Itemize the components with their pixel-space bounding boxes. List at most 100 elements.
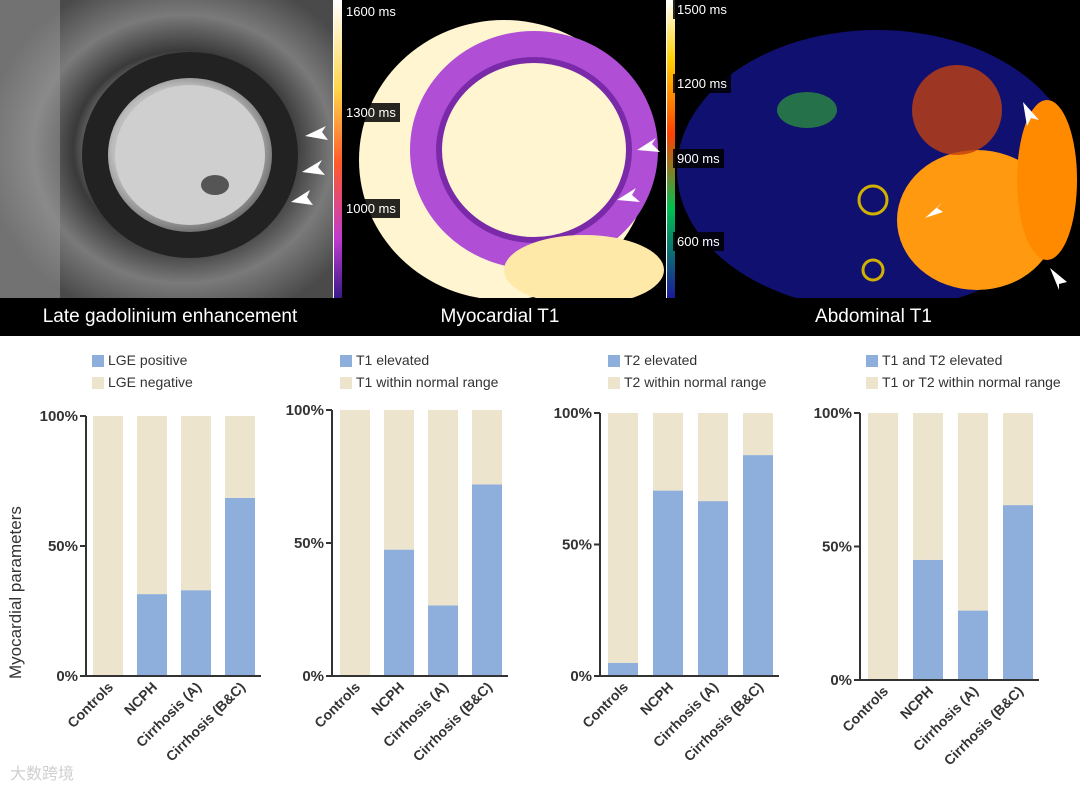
abdominal-t1-panel: 1500 ms 1200 ms 900 ms 600 ms xyxy=(667,0,1080,298)
bar-negative xyxy=(225,416,255,498)
arrow-icon xyxy=(925,202,943,218)
lge-mri-image xyxy=(0,0,333,298)
y-tick-label: 0% xyxy=(570,668,592,685)
bar-negative xyxy=(1003,413,1033,506)
bar-positive xyxy=(958,610,988,680)
abdominal-t1-map xyxy=(667,0,1080,298)
bar-negative xyxy=(913,413,943,560)
bar-negative xyxy=(472,410,502,485)
watermark: 大数跨境 xyxy=(10,766,75,783)
category-label: NCPH xyxy=(637,679,676,718)
legend-swatch xyxy=(866,377,878,389)
bar-positive xyxy=(608,662,638,676)
y-tick-label: 100% xyxy=(286,402,324,419)
abd-scale-label: 1200 ms xyxy=(673,74,731,93)
bar-positive xyxy=(428,605,458,676)
arrow-icon xyxy=(291,190,313,205)
arrow-icon xyxy=(1050,268,1067,290)
bar-negative xyxy=(698,413,728,502)
bar-positive xyxy=(1003,505,1033,680)
bar-negative xyxy=(868,413,898,680)
category-label: Cirrhosis (B&C) xyxy=(163,679,249,765)
y-tick-label: 50% xyxy=(294,535,324,552)
y-tick-label: 100% xyxy=(40,408,78,425)
category-label: Cirrhosis (B&C) xyxy=(410,679,496,765)
legend-swatch xyxy=(608,377,620,389)
bar-positive xyxy=(137,594,167,676)
bar-negative xyxy=(137,416,167,595)
myo-scale-label: 1300 ms xyxy=(342,103,400,122)
bar-negative xyxy=(384,410,414,550)
category-label: NCPH xyxy=(897,683,936,722)
myo-t1-caption: Myocardial T1 xyxy=(440,306,560,327)
category-label: Cirrhosis (B&C) xyxy=(941,683,1027,769)
category-label: Cirrhosis (B&C) xyxy=(681,679,767,765)
bar-positive xyxy=(181,590,211,676)
bar-positive xyxy=(913,559,943,680)
legend-swatch xyxy=(92,355,104,367)
category-label: Controls xyxy=(579,679,631,731)
bar-negative xyxy=(743,413,773,456)
legend-label: T1 elevated xyxy=(356,352,430,368)
bar-negative xyxy=(181,416,211,591)
bar-negative xyxy=(653,413,683,491)
bar-positive xyxy=(653,490,683,676)
y-tick-label: 100% xyxy=(554,405,592,422)
myo-scale-label: 1000 ms xyxy=(342,199,400,218)
lge-caption: Late gadolinium enhancement xyxy=(42,306,298,327)
bar-positive xyxy=(384,549,414,676)
y-tick-label: 100% xyxy=(814,405,852,422)
legend-swatch xyxy=(92,377,104,389)
y-axis-label: Myocardial parameters xyxy=(6,506,25,679)
abd-t1-caption: Abdominal T1 xyxy=(815,306,932,327)
legend-label: T1 within normal range xyxy=(356,374,499,390)
y-tick-label: 50% xyxy=(822,539,852,556)
legend-label: T2 elevated xyxy=(624,352,698,368)
y-tick-label: 0% xyxy=(56,668,78,685)
arrow-icon xyxy=(1023,102,1039,126)
category-label: Controls xyxy=(311,679,363,731)
legend-label: T1 and T2 elevated xyxy=(882,352,1003,368)
arrow-icon xyxy=(302,160,325,175)
caption-bar xyxy=(0,298,1080,336)
y-tick-label: 50% xyxy=(48,538,78,555)
bar-positive xyxy=(472,484,502,676)
abd-scale-label: 600 ms xyxy=(673,232,724,251)
abd-scale-label: 1500 ms xyxy=(673,0,731,19)
myocardial-t1-map xyxy=(334,0,666,298)
bar-negative xyxy=(608,413,638,663)
arrow-icon xyxy=(637,138,660,152)
category-label: NCPH xyxy=(121,679,160,718)
myocardial-t1-panel: 1600 ms 1300 ms 1000 ms xyxy=(334,0,666,298)
legend-swatch xyxy=(340,377,352,389)
legend-label: LGE negative xyxy=(108,374,193,390)
category-label: NCPH xyxy=(368,679,407,718)
category-label: Controls xyxy=(839,683,891,735)
arrow-icon xyxy=(617,188,640,202)
myo-scale-label: 1600 ms xyxy=(342,2,400,21)
arrow-icon xyxy=(305,126,328,140)
bar-positive xyxy=(225,497,255,676)
legend-label: T2 within normal range xyxy=(624,374,767,390)
legend-label: LGE positive xyxy=(108,352,188,368)
category-label: Controls xyxy=(64,679,116,731)
y-tick-label: 0% xyxy=(830,672,852,689)
bar-positive xyxy=(743,455,773,676)
bar-negative xyxy=(340,410,370,676)
bar-positive xyxy=(698,501,728,676)
bar-negative xyxy=(958,413,988,611)
y-tick-label: 0% xyxy=(302,668,324,685)
legend-swatch xyxy=(340,355,352,367)
bar-negative xyxy=(93,416,123,676)
legend-swatch xyxy=(608,355,620,367)
lge-image-panel xyxy=(0,0,333,298)
legend-swatch xyxy=(866,355,878,367)
abd-scale-label: 900 ms xyxy=(673,149,724,168)
bar-negative xyxy=(428,410,458,606)
y-tick-label: 50% xyxy=(562,537,592,554)
legend-label: T1 or T2 within normal range xyxy=(882,374,1061,390)
